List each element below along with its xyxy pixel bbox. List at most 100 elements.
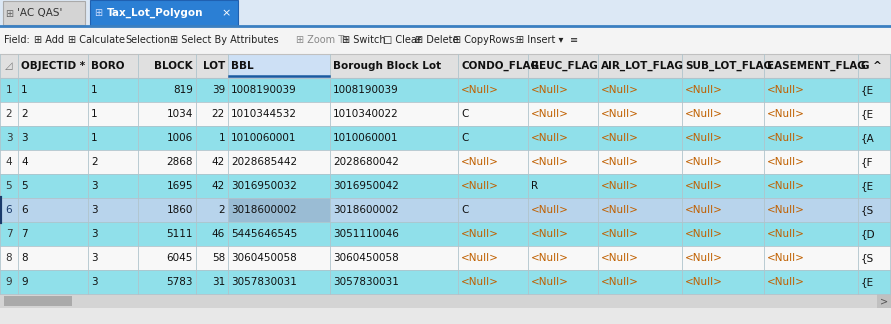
Text: 1034: 1034 (167, 109, 193, 119)
Text: 5783: 5783 (167, 277, 193, 287)
Text: <Null>: <Null> (767, 205, 805, 215)
Text: {F: {F (861, 157, 873, 167)
Text: C: C (461, 109, 469, 119)
Text: <Null>: <Null> (601, 253, 639, 263)
Bar (228, 54, 330, 78)
Text: <Null>: <Null> (601, 181, 639, 191)
Text: G ^: G ^ (861, 61, 882, 71)
Text: <Null>: <Null> (601, 109, 639, 119)
Text: ×: × (221, 8, 231, 18)
Text: 3060450058: 3060450058 (231, 253, 297, 263)
Text: <Null>: <Null> (461, 277, 499, 287)
Text: 1010060001: 1010060001 (231, 133, 297, 143)
Text: <Null>: <Null> (767, 133, 805, 143)
Bar (90, 0, 238, 26)
Text: OBJECTID *: OBJECTID * (21, 61, 86, 71)
Text: {S: {S (861, 253, 874, 263)
Bar (0, 102, 891, 126)
Text: <Null>: <Null> (461, 229, 499, 239)
Text: <Null>: <Null> (601, 157, 639, 167)
Text: ≡: ≡ (570, 35, 578, 45)
Text: 2: 2 (21, 109, 28, 119)
Text: 2: 2 (218, 205, 225, 215)
Text: ⊞ Select By Attributes: ⊞ Select By Attributes (170, 35, 279, 45)
Text: ⊞ Calculate: ⊞ Calculate (68, 35, 125, 45)
Bar (0, 150, 891, 174)
Text: <Null>: <Null> (601, 85, 639, 95)
Text: 2: 2 (91, 157, 98, 167)
Bar (0, 222, 891, 246)
Text: <Null>: <Null> (767, 85, 805, 95)
Text: 'AC QAS': 'AC QAS' (17, 8, 62, 18)
Text: <Null>: <Null> (531, 277, 568, 287)
Text: 3057830031: 3057830031 (333, 277, 399, 287)
Text: 1860: 1860 (167, 205, 193, 215)
Text: >: > (880, 296, 888, 306)
Text: 4: 4 (21, 157, 28, 167)
Text: <Null>: <Null> (685, 277, 723, 287)
Text: 6045: 6045 (167, 253, 193, 263)
Bar (228, 198, 330, 222)
Text: 42: 42 (212, 157, 225, 167)
Text: {E: {E (861, 109, 874, 119)
Text: □ Clear: □ Clear (383, 35, 421, 45)
Text: C: C (461, 205, 469, 215)
Text: 5111: 5111 (167, 229, 193, 239)
Text: 3: 3 (91, 253, 98, 263)
Text: 31: 31 (212, 277, 225, 287)
Text: ⊞: ⊞ (94, 8, 102, 18)
Text: <Null>: <Null> (531, 109, 568, 119)
Text: 6: 6 (5, 205, 12, 215)
Text: <Null>: <Null> (767, 253, 805, 263)
Text: <Null>: <Null> (685, 133, 723, 143)
Text: <Null>: <Null> (767, 229, 805, 239)
Text: ⊞ Add: ⊞ Add (34, 35, 64, 45)
Text: 3: 3 (91, 181, 98, 191)
Text: 3: 3 (5, 133, 12, 143)
Text: <Null>: <Null> (531, 133, 568, 143)
Text: 58: 58 (212, 253, 225, 263)
Bar (0, 126, 891, 150)
Text: ⊞ Switch: ⊞ Switch (342, 35, 386, 45)
Text: ⊞ Insert ▾: ⊞ Insert ▾ (516, 35, 563, 45)
Text: 2: 2 (5, 109, 12, 119)
Text: 4: 4 (5, 157, 12, 167)
Text: 3018600002: 3018600002 (231, 205, 297, 215)
Text: {E: {E (861, 277, 874, 287)
Text: <Null>: <Null> (531, 157, 568, 167)
Text: 5445646545: 5445646545 (231, 229, 298, 239)
Text: 1: 1 (91, 85, 98, 95)
Bar (877, 294, 891, 308)
Text: 3057830031: 3057830031 (231, 277, 297, 287)
Text: 6: 6 (21, 205, 28, 215)
Text: 39: 39 (212, 85, 225, 95)
Text: 3016950042: 3016950042 (333, 181, 399, 191)
Text: {E: {E (861, 85, 874, 95)
Bar (0, 0, 891, 26)
Text: <Null>: <Null> (685, 85, 723, 95)
Text: <Null>: <Null> (685, 109, 723, 119)
Text: ⊞: ⊞ (5, 9, 13, 19)
Text: 3: 3 (91, 229, 98, 239)
Text: <Null>: <Null> (531, 205, 568, 215)
Text: 3060450058: 3060450058 (333, 253, 399, 263)
Text: SUB_LOT_FLAG: SUB_LOT_FLAG (685, 61, 772, 71)
Text: BORO: BORO (91, 61, 125, 71)
Text: 819: 819 (173, 85, 193, 95)
Text: AIR_LOT_FLAG: AIR_LOT_FLAG (601, 61, 684, 71)
Text: 1010340022: 1010340022 (333, 109, 399, 119)
Text: Field:: Field: (4, 35, 29, 45)
Text: <Null>: <Null> (461, 157, 499, 167)
Text: ⊞ Delete: ⊞ Delete (415, 35, 459, 45)
Text: <Null>: <Null> (531, 253, 568, 263)
Text: <Null>: <Null> (685, 181, 723, 191)
Text: BBL: BBL (231, 61, 254, 71)
Bar (0, 78, 891, 102)
Bar (0, 294, 891, 308)
Text: <Null>: <Null> (685, 205, 723, 215)
Text: Borough Block Lot: Borough Block Lot (333, 61, 441, 71)
Text: <Null>: <Null> (685, 253, 723, 263)
Text: 1: 1 (5, 85, 12, 95)
Text: 3018600002: 3018600002 (333, 205, 398, 215)
Text: {S: {S (861, 205, 874, 215)
